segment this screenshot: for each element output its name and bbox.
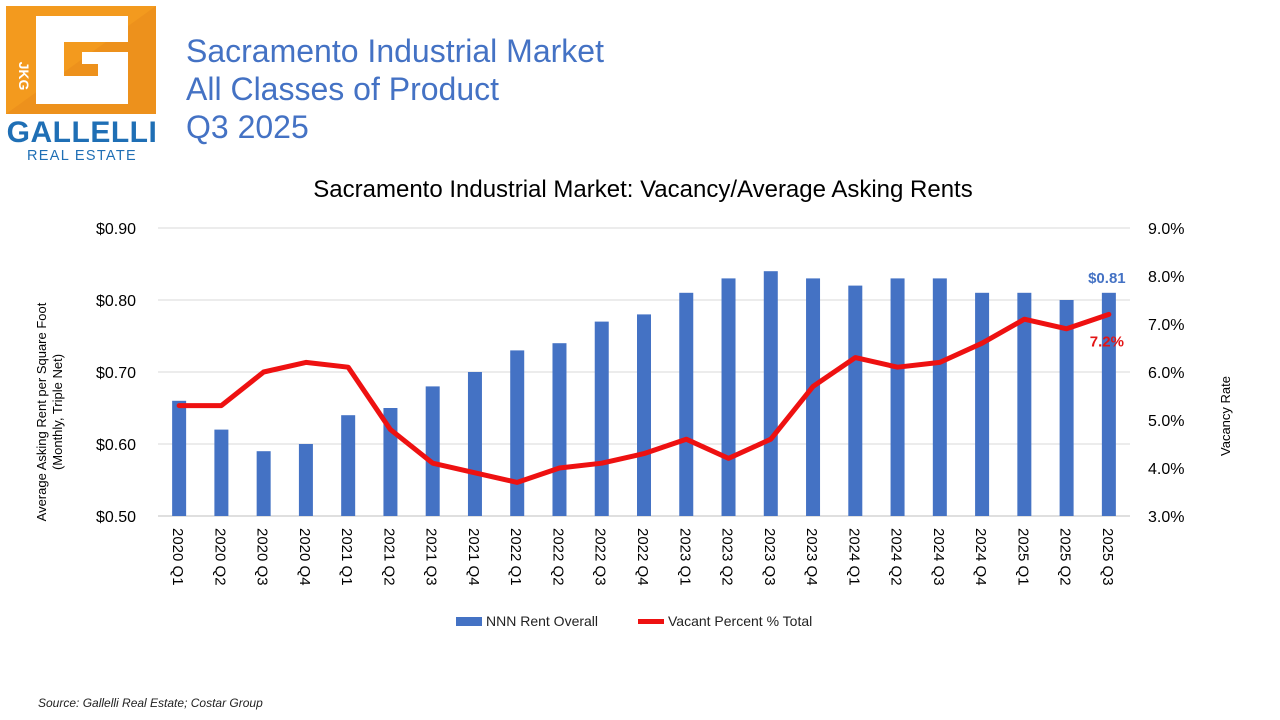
x-tick-label: 2021 Q2 xyxy=(380,528,397,586)
rent-bar xyxy=(425,386,440,516)
x-tick-label: 2024 Q4 xyxy=(972,528,989,586)
x-tick-label: 2024 Q3 xyxy=(930,528,947,586)
x-tick-label: 2022 Q2 xyxy=(549,528,566,586)
logo-initials: JKG xyxy=(16,62,32,91)
rent-bar xyxy=(890,278,905,516)
rent-bar xyxy=(806,278,821,516)
x-tick-label: 2025 Q1 xyxy=(1014,528,1031,586)
y-right-tick-label: 8.0% xyxy=(1148,269,1184,286)
y-left-axis-title: Average Asking Rent per Square Foot xyxy=(34,302,49,521)
y-left-axis-subtitle: (Monthly, Triple Net) xyxy=(50,354,65,470)
rent-bar xyxy=(1101,292,1116,516)
rent-bar xyxy=(932,278,947,516)
last-rent-data-label: $0.81 xyxy=(1088,270,1126,287)
y-left-tick-label: $0.70 xyxy=(96,365,136,382)
rent-bar xyxy=(679,292,694,516)
header-title: Sacramento Industrial Market xyxy=(186,33,604,69)
rent-bar xyxy=(1059,300,1074,516)
rent-bar xyxy=(214,429,229,516)
y-right-tick-label: 4.0% xyxy=(1148,461,1184,478)
x-tick-label: 2024 Q2 xyxy=(888,528,905,586)
rent-bar xyxy=(1017,292,1032,516)
header-period: Q3 2025 xyxy=(186,109,309,145)
gallelli-g-logo-icon: JKG xyxy=(6,6,156,114)
x-tick-label: 2024 Q1 xyxy=(845,528,862,586)
x-tick-label: 2023 Q1 xyxy=(676,528,693,586)
y-left-tick-label: $0.60 xyxy=(96,437,136,454)
rent-bar xyxy=(467,372,482,516)
x-tick-label: 2020 Q1 xyxy=(169,528,186,586)
rent-bar xyxy=(172,400,187,516)
rent-bar xyxy=(594,321,609,516)
x-tick-label: 2022 Q1 xyxy=(507,528,524,586)
legend-bar-label: NNN Rent Overall xyxy=(486,613,598,629)
rent-bar xyxy=(763,271,778,516)
x-tick-label: 2023 Q2 xyxy=(719,528,736,586)
rent-bar xyxy=(552,343,567,516)
company-logo: JKG GALLELLI REAL ESTATE xyxy=(6,6,158,164)
x-tick-label: 2022 Q3 xyxy=(592,528,609,586)
rent-bar xyxy=(298,444,313,516)
last-vacancy-data-label: 7.2% xyxy=(1090,333,1124,350)
legend-bar-swatch xyxy=(456,617,482,626)
rent-bar xyxy=(510,350,525,516)
y-left-tick-label: $0.80 xyxy=(96,293,136,310)
y-right-tick-label: 7.0% xyxy=(1148,317,1184,334)
x-tick-label: 2023 Q3 xyxy=(761,528,778,586)
x-tick-label: 2025 Q2 xyxy=(1057,528,1074,586)
x-tick-label: 2021 Q4 xyxy=(465,528,482,586)
rent-bar xyxy=(848,285,863,516)
x-tick-label: 2020 Q4 xyxy=(296,528,313,586)
x-tick-label: 2022 Q4 xyxy=(634,528,651,586)
logo-subtitle: REAL ESTATE xyxy=(27,148,137,164)
y-right-tick-label: 6.0% xyxy=(1148,365,1184,382)
rent-bar xyxy=(256,451,271,516)
y-left-tick-label: $0.50 xyxy=(96,509,136,526)
rent-bar xyxy=(975,292,990,516)
y-right-tick-label: 3.0% xyxy=(1148,509,1184,526)
rent-bar xyxy=(637,314,651,516)
y-left-tick-label: $0.90 xyxy=(96,221,136,238)
rent-bar xyxy=(721,278,736,516)
x-tick-label: 2025 Q3 xyxy=(1099,528,1116,586)
y-right-axis-title: Vacancy Rate xyxy=(1218,376,1233,456)
x-tick-label: 2021 Q3 xyxy=(423,528,440,586)
rent-bar xyxy=(341,415,356,516)
x-tick-label: 2023 Q4 xyxy=(803,528,820,586)
y-right-tick-label: 9.0% xyxy=(1148,221,1184,238)
source-note: Source: Gallelli Real Estate; Costar Gro… xyxy=(38,696,263,710)
page-header: Sacramento Industrial Market All Classes… xyxy=(186,32,604,146)
header-subtitle: All Classes of Product xyxy=(186,71,500,107)
x-tick-label: 2021 Q1 xyxy=(338,528,355,586)
x-tick-label: 2020 Q3 xyxy=(254,528,271,586)
logo-name: GALLELLI xyxy=(6,116,158,149)
x-tick-label: 2020 Q2 xyxy=(211,528,228,586)
chart-title: Sacramento Industrial Market: Vacancy/Av… xyxy=(313,176,973,203)
y-right-tick-label: 5.0% xyxy=(1148,413,1184,430)
legend-line-label: Vacant Percent % Total xyxy=(668,613,812,629)
